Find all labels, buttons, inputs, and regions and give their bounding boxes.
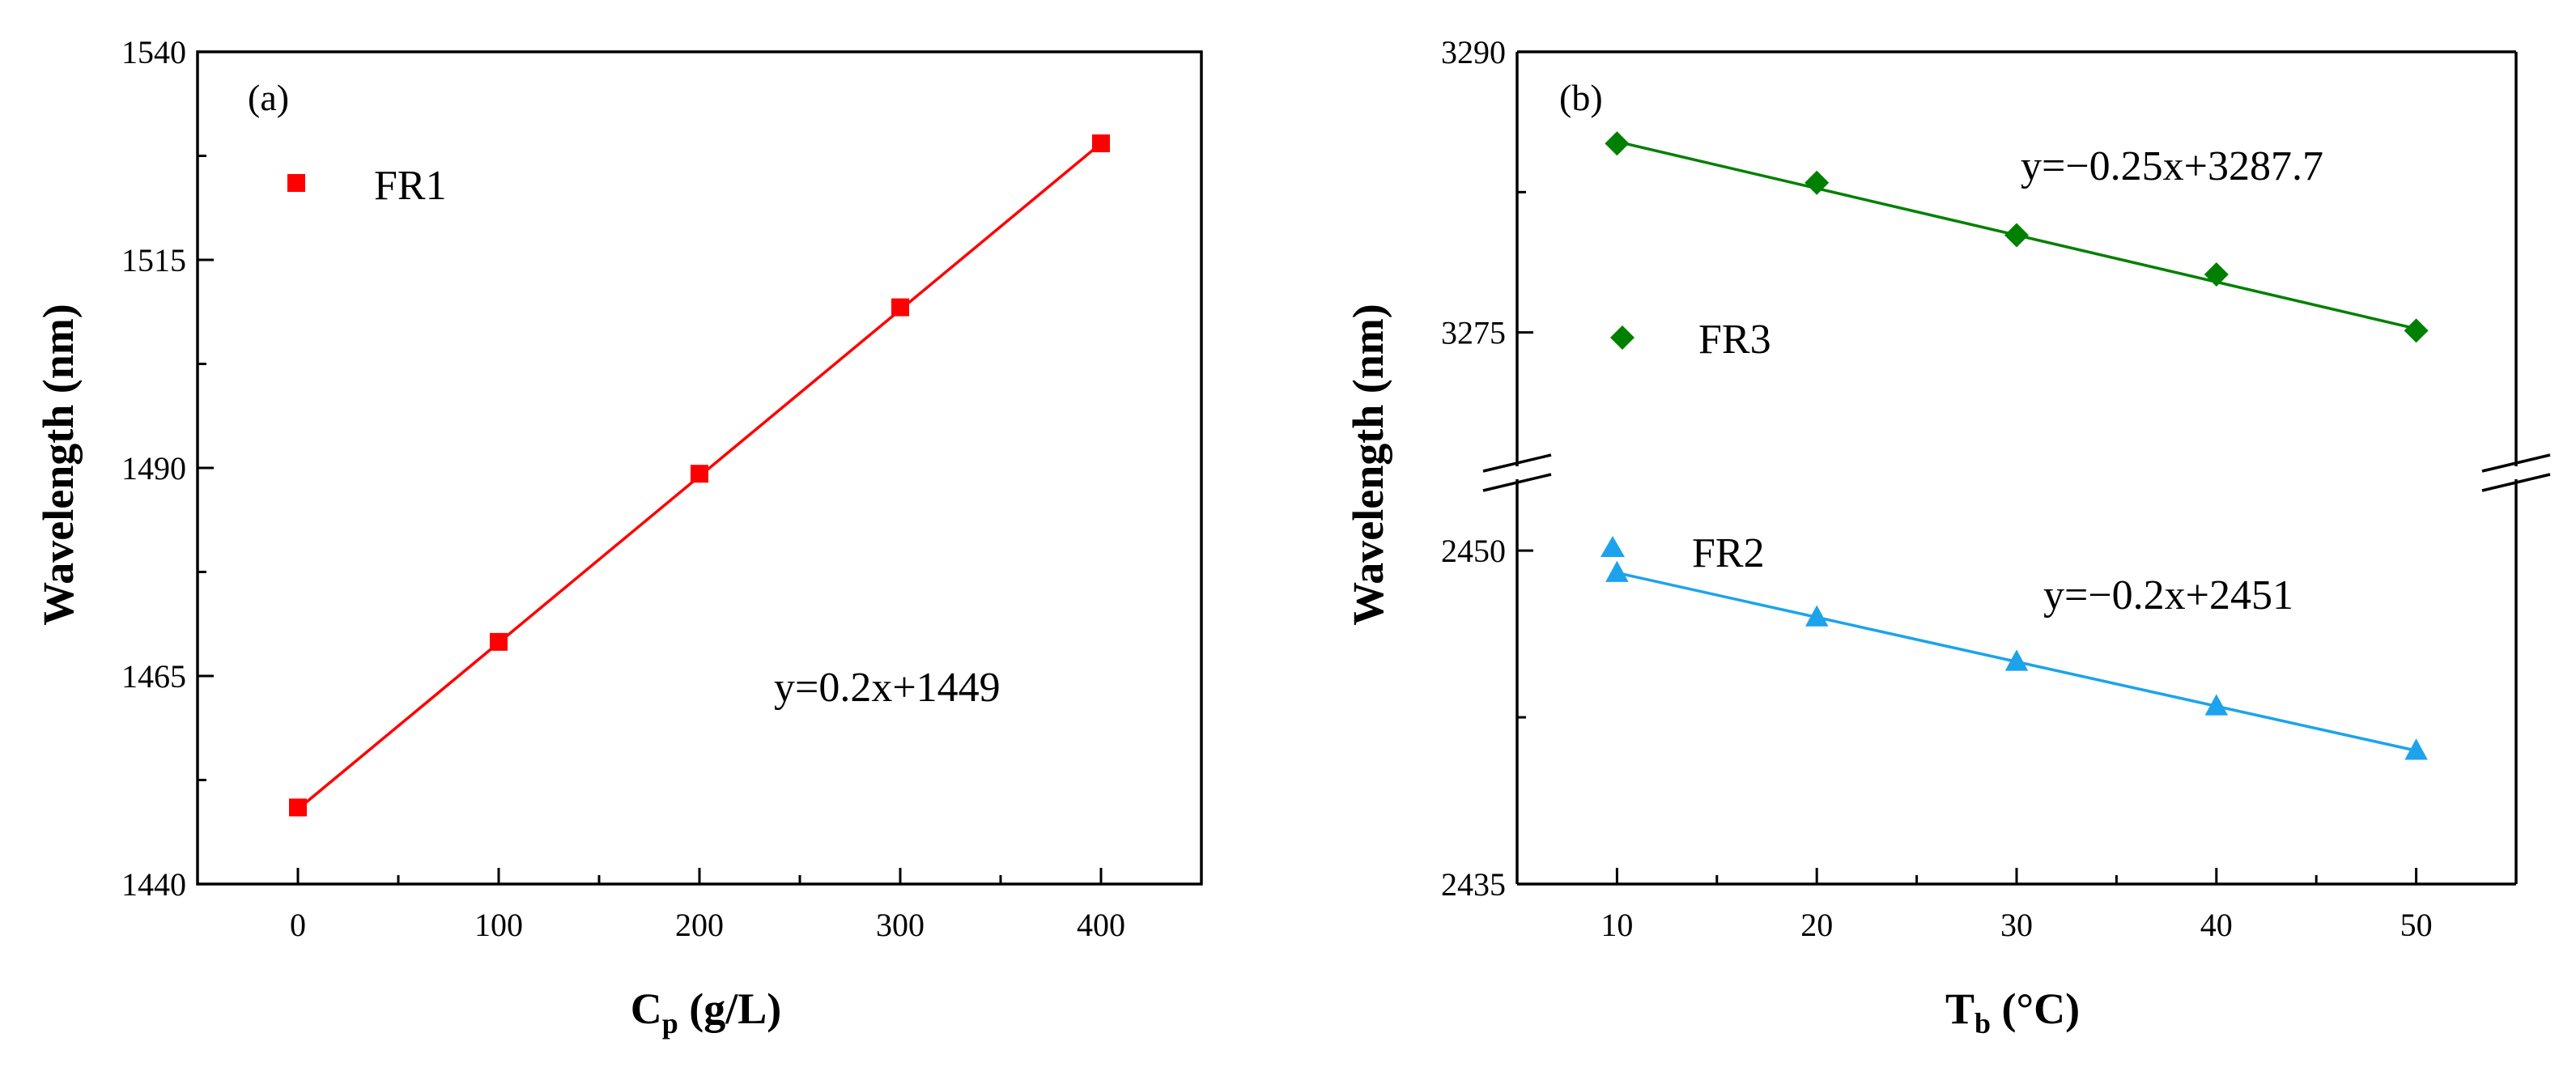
panel-b-x-axis-var: T (1945, 984, 1975, 1033)
fr3-data-point (1804, 170, 1830, 195)
panel-b-axes: 10 20 30 40 50 3275 3290 2435 2450 (1441, 34, 2551, 943)
fr1-fit-equation: y=0.2x+1449 (774, 665, 1001, 711)
panel-a-x-tick-label: 400 (1077, 907, 1125, 943)
panel-b-x-axis-unit: (°C) (1991, 984, 2080, 1033)
fr2-data-point (1605, 560, 1629, 582)
fr3-data-point (2004, 223, 2029, 248)
fr2-data-point (2404, 738, 2428, 760)
panel-a-x-tick-label: 100 (474, 907, 523, 943)
panel-b-upper-y-tick-label: 3275 (1441, 315, 1506, 351)
fr2-data-point (1804, 605, 1829, 627)
panel-b-x-tick-label: 30 (2000, 907, 2033, 943)
panel-a-x-axis-unit: (g/L) (678, 984, 782, 1033)
panel-a-y-tick-label: 1540 (121, 34, 186, 70)
fr2-data-point (2204, 694, 2229, 716)
panel-b-lower-y-tick-label: 2435 (1441, 866, 1506, 903)
panel-a-y-axis-title: Wavelength (nm) (34, 304, 83, 626)
panel-a-y-tick-label: 1515 (121, 242, 186, 278)
panel-b-x-axis-subscript: b (1975, 1007, 1991, 1039)
panel-b-legend-fr2: FR2 (1600, 530, 1765, 576)
panel-b-x-tick-label: 10 (1600, 907, 1633, 943)
panel-b-label: (b) (1559, 77, 1603, 118)
fr1-data-point (490, 632, 508, 651)
panel-b-upper-y-tick-label: 3290 (1441, 34, 1506, 70)
panel-b-axis-break-mark (1482, 453, 1552, 473)
panel-b-x-tick-label: 20 (1800, 907, 1833, 943)
panel-b-axis-break-mark (1482, 473, 1552, 492)
panel-a-x-axis-title: Cp (g/L) (631, 984, 782, 1039)
panel-a-chart: 0 100 200 300 400 1440 1465 1490 1515 1540 (a) y=… (34, 34, 1203, 1039)
panel-a-x-tick-label: 300 (876, 907, 925, 943)
panel-a-y-tick-label: 1465 (121, 658, 186, 695)
panel-b-legend-fr3: FR3 (1610, 317, 1771, 363)
panel-b-lower-y-tick-label: 2450 (1441, 533, 1506, 569)
panel-a-x-axis-subscript: p (662, 1007, 678, 1039)
panel-a-y-tick-label: 1440 (121, 866, 186, 903)
fr1-data-point (891, 298, 909, 317)
panel-b-chart: 10 20 30 40 50 3275 3290 2435 2450 (b) y=−0.25x+… (1344, 34, 2551, 1039)
fr2-fit-equation: y=−0.2x+2451 (2043, 572, 2293, 619)
fr2-legend-marker (1600, 536, 1625, 557)
panel-a-x-axis-var: C (631, 984, 662, 1033)
panel-b-x-tick-label: 40 (2200, 907, 2233, 943)
panel-a-x-tick-label: 0 (290, 907, 306, 943)
fr2-data-point (2004, 649, 2029, 671)
panel-b-x-tick-label: 50 (2400, 907, 2433, 943)
panel-b-x-axis-title: Tb (°C) (1945, 984, 2080, 1039)
fr3-data-point (2404, 318, 2429, 343)
fr1-data-point (289, 798, 307, 817)
fr1-data-point (691, 465, 708, 483)
fr2-legend-label: FR2 (1692, 530, 1765, 576)
fr3-data-point (2204, 262, 2229, 287)
panel-a-marks (289, 134, 1110, 817)
panel-b-marks (1605, 131, 2429, 760)
panel-b-y-axis-title: Wavelength (nm) (1344, 304, 1392, 626)
panel-b-axis-break-mark (2481, 453, 2551, 473)
panel-a-axes: 0 100 200 300 400 1440 1465 1490 1515 1540 (121, 34, 1203, 943)
fr1-data-point (1092, 134, 1110, 153)
fr1-legend-label: FR1 (374, 163, 447, 209)
fr1-legend-marker (287, 174, 305, 192)
fr3-data-point (1605, 131, 1630, 156)
fr3-fit-equation: y=−0.25x+3287.7 (2021, 143, 2323, 189)
panel-a-legend: FR1 (287, 163, 447, 209)
panel-a-y-tick-label: 1490 (121, 450, 186, 487)
panel-a-label: (a) (248, 77, 289, 118)
fr3-legend-marker (1610, 325, 1634, 350)
panel-a-x-tick-label: 200 (675, 907, 724, 943)
panel-b-axis-break-mark (2481, 473, 2551, 492)
fr3-legend-label: FR3 (1698, 317, 1771, 363)
